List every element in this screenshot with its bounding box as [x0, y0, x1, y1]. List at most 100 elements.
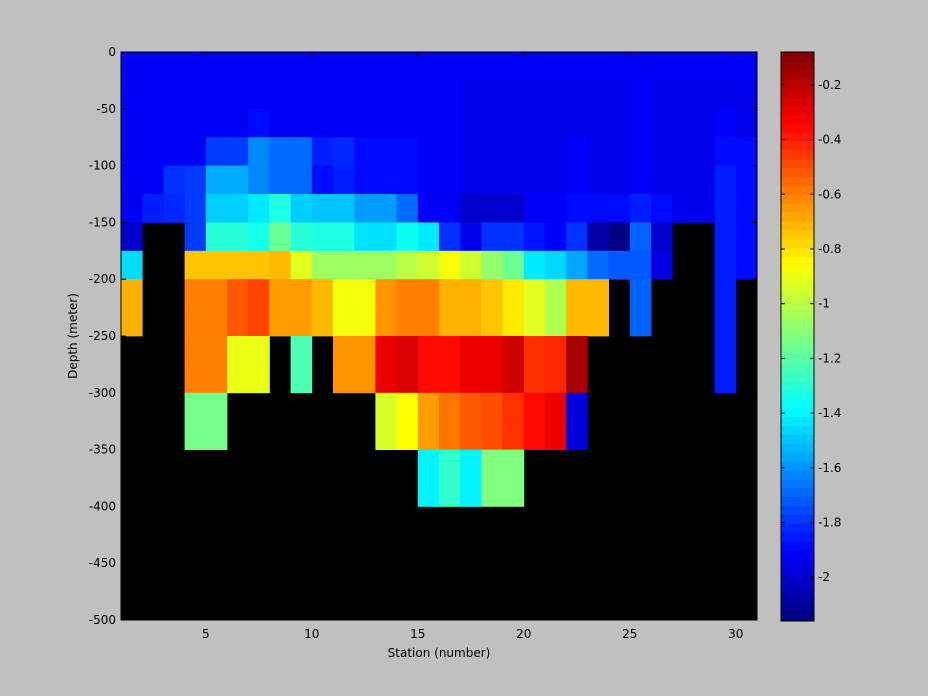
heatmap-cell: [587, 137, 609, 166]
heatmap-cell: [354, 307, 376, 337]
heatmap-cell: [227, 250, 249, 280]
heatmap-cell: [481, 449, 503, 479]
heatmap-cell: [545, 137, 567, 166]
heatmap-cell: [396, 137, 419, 166]
heatmap-cell: [523, 250, 546, 280]
heatmap-cell: [205, 421, 228, 450]
heatmap-cell: [205, 165, 228, 195]
heatmap-cell: [735, 222, 758, 252]
heatmap-cell: [439, 52, 461, 81]
heatmap-cell: [142, 165, 164, 195]
heatmap-cell: [290, 364, 313, 394]
heatmap-cell: [333, 165, 355, 195]
heatmap-cell: [651, 108, 673, 138]
heatmap-cell: [545, 307, 567, 337]
heatmap-cell: [502, 52, 525, 81]
heatmap-cell: [205, 137, 228, 166]
heatmap-cell: [523, 307, 546, 337]
heatmap-cell: [439, 478, 461, 507]
heatmap-cell: [333, 222, 355, 252]
heatmap-cell: [396, 250, 419, 280]
heatmap-cell: [523, 80, 546, 110]
heatmap-cell: [502, 250, 525, 280]
heatmap-cell: [269, 194, 291, 223]
heatmap-cell: [142, 52, 164, 81]
heatmap-cell: [396, 336, 419, 365]
colorbar-segment: [781, 256, 814, 266]
heatmap-cell: [502, 279, 525, 308]
heatmap-cell: [205, 279, 228, 308]
colorbar-segment: [781, 300, 814, 311]
colorbar-segment: [781, 327, 814, 337]
heatmap-cell: [227, 137, 249, 166]
heatmap-cell: [184, 250, 207, 280]
heatmap-cell: [651, 222, 673, 252]
heatmap-cell: [205, 364, 228, 394]
heatmap-cell: [439, 364, 461, 394]
x-tick-label: 5: [202, 627, 210, 641]
x-tick-label: 20: [516, 627, 531, 641]
heatmap-cell: [248, 222, 270, 252]
heatmap-cell: [269, 222, 291, 252]
heatmap-cell: [481, 52, 503, 81]
heatmap-cell: [523, 52, 546, 81]
heatmap-cell: [714, 137, 737, 166]
colorbar-segment: [781, 185, 814, 195]
heatmap-cell: [396, 108, 419, 138]
heatmap-cell: [121, 307, 143, 337]
colorbar-segment: [781, 558, 814, 569]
colorbar-segment: [781, 398, 814, 409]
heatmap-cell: [417, 449, 440, 479]
heatmap-cell: [354, 137, 376, 166]
heatmap-cell: [396, 421, 419, 450]
heatmap-cell: [587, 307, 609, 337]
heatmap-cell: [735, 137, 758, 166]
heatmap-cell: [672, 137, 694, 166]
colorbar-segment: [781, 576, 814, 586]
heatmap-cell: [311, 80, 334, 110]
colorbar-segment: [781, 487, 814, 498]
y-tick-label: -400: [89, 499, 116, 513]
heatmap-cell: [629, 52, 652, 81]
colorbar-segment: [781, 523, 814, 533]
heatmap-cell: [163, 52, 185, 81]
y-axis-ticks: 0 -50 -100 -150 -200 -250 -300 -350 -400 -450 -500: [89, 45, 757, 627]
heatmap-cell: [396, 364, 419, 394]
colorbar-segment: [781, 114, 814, 124]
heatmap-cell: [460, 108, 482, 138]
heatmap-cell: [227, 364, 249, 394]
heatmap-cell: [439, 449, 461, 479]
heatmap-cell: [417, 250, 440, 280]
heatmap-cell: [248, 108, 270, 138]
heatmap-cell: [714, 279, 737, 308]
heatmap-cell: [163, 108, 185, 138]
heatmap-cell: [545, 194, 567, 223]
heatmap-cell: [651, 194, 673, 223]
colorbar-segment: [781, 123, 814, 133]
heatmap-cell: [163, 137, 185, 166]
heatmap-cell: [502, 392, 525, 422]
heatmap-cell: [269, 108, 291, 138]
heatmap-cell: [439, 165, 461, 195]
y-tick-label: -100: [89, 159, 116, 173]
heatmap-cell: [248, 52, 270, 81]
heatmap-cell: [375, 108, 397, 138]
heatmap-cell: [587, 194, 609, 223]
heatmap-cell: [481, 364, 503, 394]
heatmap-cell: [587, 80, 609, 110]
heatmap-cell: [735, 52, 758, 81]
heatmap-cell: [121, 108, 143, 138]
heatmap-cell: [502, 336, 525, 365]
heatmap-cell: [545, 108, 567, 138]
heatmap-cell: [714, 222, 737, 252]
y-tick-label: -300: [89, 386, 116, 400]
heatmap-cell: [227, 222, 249, 252]
heatmap-cell: [608, 108, 631, 138]
heatmap-cell: [460, 364, 482, 394]
heatmap-cell: [502, 478, 525, 507]
heatmap-cell: [184, 165, 207, 195]
heatmap-cell: [248, 80, 270, 110]
heatmap-cell: [439, 250, 461, 280]
heatmap-cell: [333, 194, 355, 223]
colorbar: -0.2 -0.4 -0.6 -0.8 -1 -1.2 -1.4 -1.6 -1.8 -2: [780, 51, 841, 622]
